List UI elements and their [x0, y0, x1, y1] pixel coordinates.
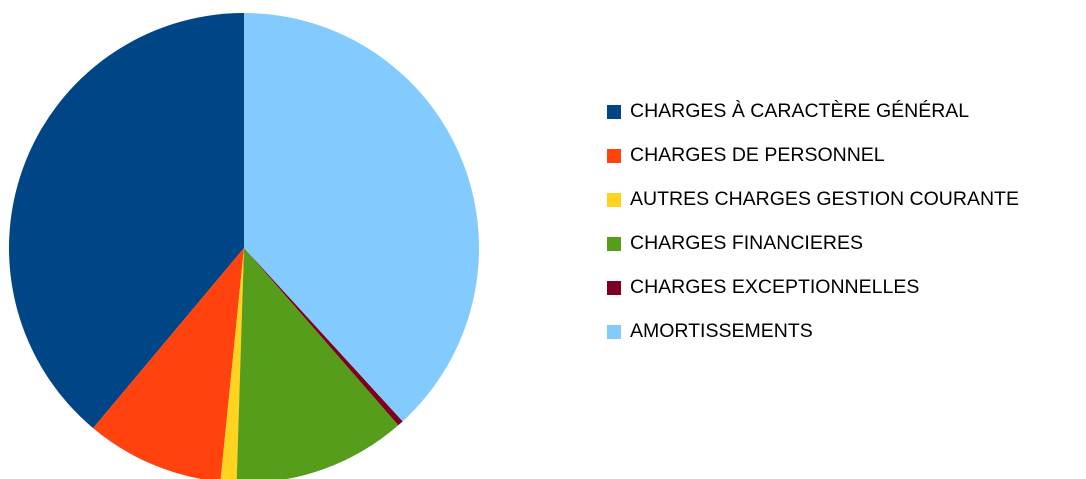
pie-slice: [236, 248, 399, 479]
pie-slice: [244, 248, 403, 426]
legend-swatch: [607, 149, 621, 163]
legend-label: CHARGES DE PERSONNEL: [630, 144, 885, 166]
legend-label: CHARGES À CARACTÈRE GÉNÉRAL: [630, 100, 970, 122]
pie-slice: [93, 248, 244, 479]
legend-swatch: [607, 237, 621, 251]
pie-slice: [220, 248, 244, 479]
legend-label: CHARGES FINANCIERES: [630, 232, 863, 254]
legend-item: CHARGES À CARACTÈRE GÉNÉRAL: [607, 98, 1019, 125]
legend-item: CHARGES EXCEPTIONNELLES: [607, 274, 1019, 301]
legend-swatch: [607, 193, 621, 207]
legend-swatch: [607, 325, 621, 339]
legend-item: AMORTISSEMENTS: [607, 318, 1019, 345]
pie-slice: [244, 13, 479, 422]
legend-swatch: [607, 281, 621, 295]
legend-label: CHARGES EXCEPTIONNELLES: [630, 276, 920, 298]
legend-label: AUTRES CHARGES GESTION COURANTE: [630, 188, 1019, 210]
legend-item: CHARGES FINANCIERES: [607, 230, 1019, 257]
legend-swatch: [607, 105, 621, 119]
pie-slice: [9, 13, 245, 429]
legend-label: AMORTISSEMENTS: [630, 320, 813, 342]
legend: CHARGES À CARACTÈRE GÉNÉRAL CHARGES DE PE…: [607, 98, 1019, 362]
legend-item: AUTRES CHARGES GESTION COURANTE: [607, 186, 1019, 213]
legend-item: CHARGES DE PERSONNEL: [607, 142, 1019, 169]
